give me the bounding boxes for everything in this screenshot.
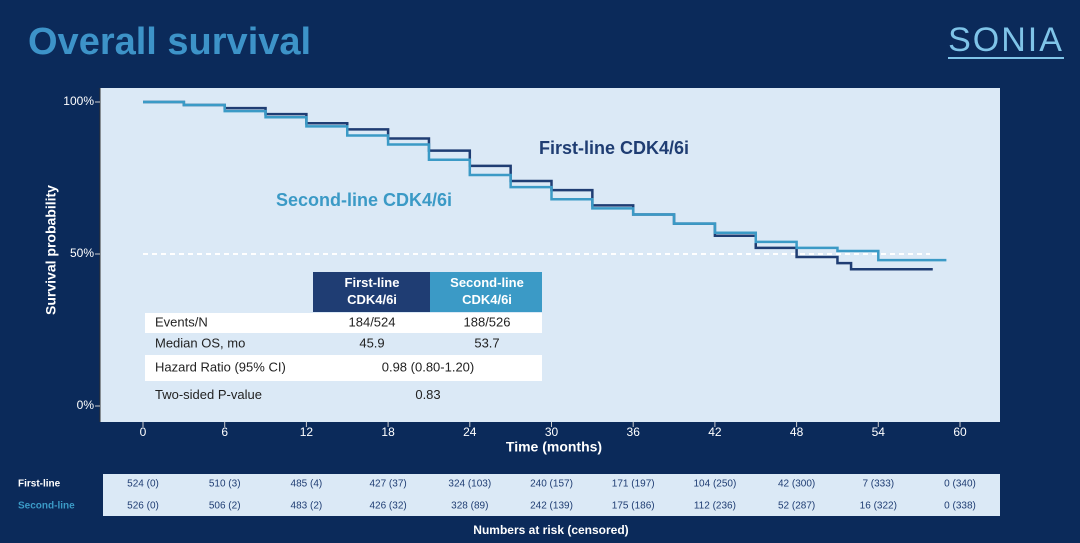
risk-cell: 510 (3)	[209, 479, 241, 490]
risk-cell: 324 (103)	[448, 479, 491, 490]
survival-curve	[143, 100, 947, 262]
table-header: First-line CDK4/6i	[345, 275, 400, 307]
risk-cell: 240 (157)	[530, 479, 573, 490]
y-tick-label: 50%	[70, 246, 94, 260]
table-cell: 53.7	[474, 335, 499, 350]
slide-title: Overall survival	[28, 21, 311, 63]
table-cell: 184/524	[349, 314, 396, 329]
risk-cell: 0 (340)	[944, 479, 976, 490]
table-cell: Hazard Ratio (95% CI)	[155, 359, 286, 374]
x-tick-label: 18	[381, 425, 395, 439]
risk-cell: 7 (333)	[862, 479, 894, 490]
table-row-bg	[145, 355, 542, 381]
risk-cell: 42 (300)	[778, 479, 815, 490]
x-tick-label: 42	[708, 425, 722, 439]
risk-cell: 426 (32)	[369, 501, 406, 512]
risk-cell: 328 (89)	[451, 501, 488, 512]
risk-cell: 171 (197)	[612, 479, 655, 490]
table-cell: 188/526	[464, 314, 511, 329]
risk-cell: 0 (338)	[944, 501, 976, 512]
risk-row-label: Second-line	[18, 501, 75, 512]
risk-cell: 427 (37)	[369, 479, 406, 490]
table-cell: 0.98 (0.80-1.20)	[382, 359, 475, 374]
table-row-bg	[145, 381, 542, 410]
risk-cell: 526 (0)	[127, 501, 159, 512]
logo: SONIA	[948, 21, 1064, 59]
x-tick-label: 24	[463, 425, 477, 439]
survival-curve	[143, 100, 933, 271]
x-tick-label: 60	[953, 425, 967, 439]
table-cell: 45.9	[359, 335, 384, 350]
x-tick-label: 0	[140, 425, 147, 439]
table-row-bg	[145, 313, 542, 333]
x-tick-label: 36	[627, 425, 641, 439]
x-tick-label: 12	[300, 425, 314, 439]
risk-cell: 524 (0)	[127, 479, 159, 490]
x-tick-label: 6	[221, 425, 228, 439]
series-label: Second-line CDK4/6i	[276, 190, 452, 210]
y-tick-label: 0%	[77, 398, 95, 412]
risk-row-label: First-line	[18, 479, 61, 490]
table-header: Second-line CDK4/6i	[450, 275, 524, 307]
y-axis-label: Survival probability	[43, 185, 59, 315]
risk-cell: 175 (186)	[612, 501, 655, 512]
table-cell: Events/N	[155, 314, 208, 329]
y-tick-label: 100%	[63, 94, 94, 108]
x-tick-label: 54	[872, 425, 886, 439]
table-header-cell	[313, 272, 430, 312]
risk-cell: 104 (250)	[693, 479, 736, 490]
x-tick-label: 30	[545, 425, 559, 439]
table-cell: 0.83	[415, 387, 440, 402]
table-cell: Median OS, mo	[155, 335, 245, 350]
risk-cell: 52 (287)	[778, 501, 815, 512]
risk-cell: 485 (4)	[291, 479, 323, 490]
risk-table-bg	[103, 474, 1000, 516]
risk-cell: 483 (2)	[291, 501, 323, 512]
x-tick-label: 48	[790, 425, 804, 439]
table-header-cell	[430, 272, 542, 312]
risk-cell: 242 (139)	[530, 501, 573, 512]
risk-cell: 112 (236)	[694, 501, 736, 512]
series-label: First-line CDK4/6i	[539, 138, 689, 158]
table-cell: Two-sided P-value	[155, 387, 262, 402]
x-axis-label: Time (months)	[506, 439, 602, 455]
risk-cell: 16 (322)	[860, 501, 897, 512]
risk-caption: Numbers at risk (censored)	[473, 523, 628, 537]
risk-cell: 506 (2)	[209, 501, 241, 512]
table-row-bg	[145, 333, 542, 355]
